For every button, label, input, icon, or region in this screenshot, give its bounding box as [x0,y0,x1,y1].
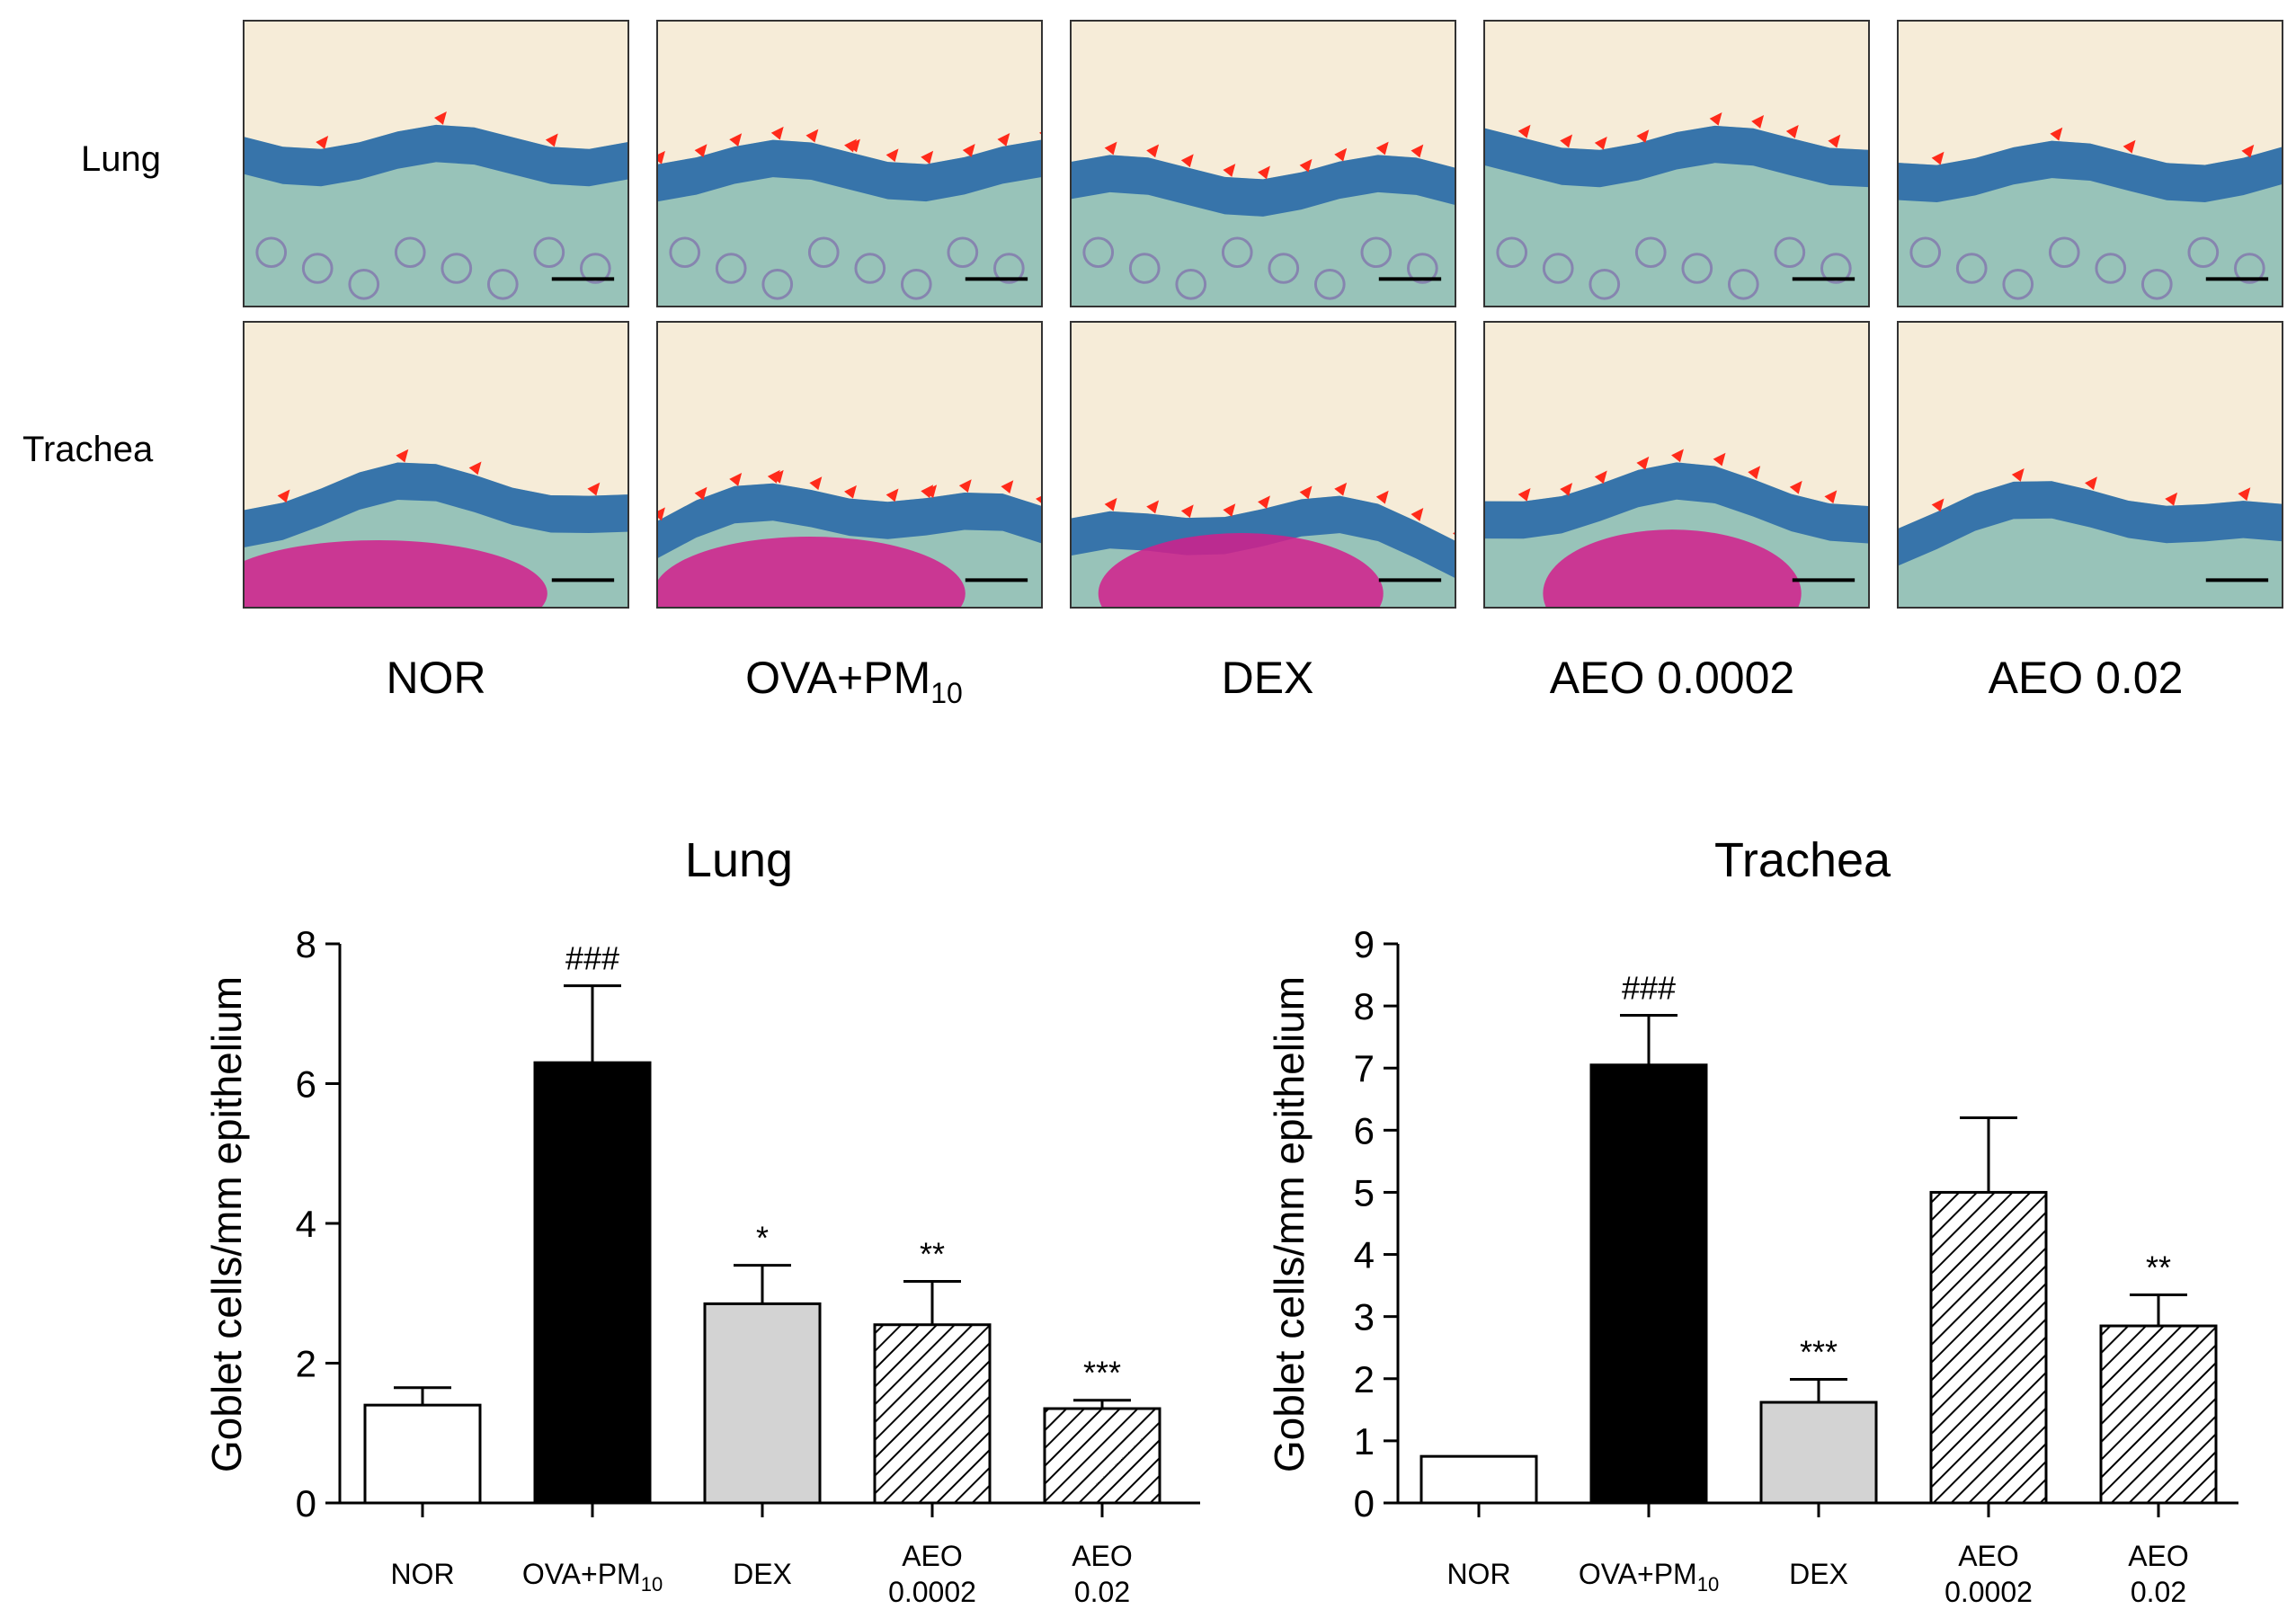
trachea-y-tick-label: 0 [1354,1482,1375,1525]
micrograph-lung-dex [1070,20,1456,307]
trachea-x-tick-label: 0.0002 [1944,1576,2033,1608]
trachea-y-tick-label: 8 [1354,985,1375,1027]
lung-x-tick-label: DEX [733,1558,792,1590]
lung-x-tick-label: AEO [902,1540,963,1572]
lung-y-axis-label: Goblet cells/mm epithelium [203,976,250,1472]
micrograph-lung-aeo-0-0002 [1483,20,1870,307]
lung-bar [1043,1407,1161,1505]
lung-y-tick-label: 4 [296,1203,316,1245]
trachea-y-tick-label: 5 [1354,1171,1375,1214]
trachea-bar [2099,1324,2218,1505]
lung-x-tick-label: NOR [390,1558,454,1590]
micrograph-trachea-aeo-0-02 [1897,321,2283,609]
lung-bar [533,1061,652,1505]
trachea-x-tick-label: 0.02 [2131,1576,2186,1608]
trachea-y-tick-label: 2 [1354,1358,1375,1400]
group-label-aeo-0-02: AEO 0.02 [1988,653,2184,703]
trachea-y-tick-label: 4 [1354,1234,1375,1276]
trachea-y-axis-label: Goblet cells/mm epithelium [1266,976,1313,1472]
trachea-significance-label: ### [1622,969,1676,1006]
lung-significance-label: *** [1083,1355,1121,1391]
row-label-lung: Lung [81,139,161,179]
micrograph-trachea-ova-pm10 [656,321,1043,609]
trachea-bar [1589,1063,1708,1505]
lung-significance-label: ### [565,940,619,977]
trachea-x-tick-label: DEX [1789,1558,1848,1590]
trachea-y-tick-label: 3 [1354,1296,1375,1338]
lung-bar [873,1323,992,1505]
group-label-nor: NOR [386,653,486,703]
lung-bar [363,1403,482,1505]
micrograph-trachea-nor [243,321,629,609]
lung-y-tick-label: 6 [296,1063,316,1106]
micrograph-lung-aeo-0-02 [1897,20,2283,307]
trachea-bar [1929,1190,2048,1505]
trachea-chart-title: Trachea [1714,833,1891,887]
lung-chart-title: Lung [685,833,793,887]
trachea-y-tick-label: 6 [1354,1109,1375,1151]
group-label-ova-pm10: OVA+PM10 [745,653,963,709]
lung-x-tick-label: AEO [1072,1540,1133,1572]
lung-significance-label: ** [920,1236,945,1273]
lung-y-tick-label: 8 [296,923,316,965]
trachea-bar [1419,1454,1538,1505]
trachea-y-tick-label: 9 [1354,923,1375,965]
row-label-trachea: Trachea [22,430,154,469]
trachea-y-tick-label: 7 [1354,1047,1375,1089]
lung-x-tick-label: 0.0002 [888,1576,976,1608]
lung-significance-label: * [756,1220,769,1257]
trachea-x-tick-label: NOR [1446,1558,1510,1590]
micrograph-trachea-dex [1070,321,1456,609]
trachea-significance-label: *** [1800,1333,1838,1370]
micrograph-trachea-aeo-0-0002 [1483,321,1870,609]
micrograph-lung-nor [243,20,629,307]
micrograph-lung-ova-pm10 [656,20,1043,307]
lung-x-tick-label: 0.02 [1074,1576,1130,1608]
group-label-dex: DEX [1221,653,1314,703]
lung-y-tick-label: 2 [296,1343,316,1385]
lung-y-tick-label: 0 [296,1482,316,1525]
trachea-x-tick-label: AEO [2128,1540,2189,1572]
group-label-aeo-0-0002: AEO 0.0002 [1549,653,1795,703]
trachea-x-tick-label: OVA+PM10 [1579,1558,1719,1596]
trachea-bar [1759,1400,1878,1505]
trachea-x-tick-label: AEO [1958,1540,2019,1572]
trachea-significance-label: ** [2146,1249,2171,1285]
lung-x-tick-label: OVA+PM10 [522,1558,663,1596]
trachea-y-tick-label: 1 [1354,1420,1375,1462]
lung-bar [703,1302,822,1505]
